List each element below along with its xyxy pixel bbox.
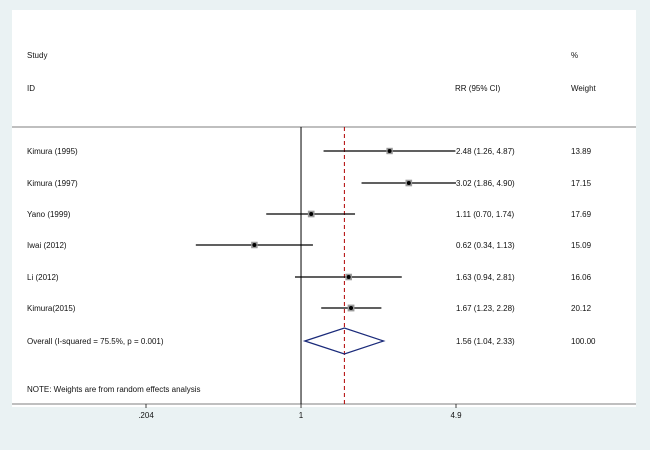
footnote: NOTE: Weights are from random effects an… <box>27 385 201 394</box>
id-header: ID <box>27 84 35 93</box>
study-label: Yano (1999) <box>27 210 71 219</box>
effect-header: RR (95% CI) <box>455 84 501 93</box>
ci-text: 1.11 (0.70, 1.74) <box>456 210 514 219</box>
study-label: Li (2012) <box>27 273 59 282</box>
weight-text: 15.09 <box>571 241 592 250</box>
percent-header: % <box>571 51 579 60</box>
x-tick-label: .204 <box>138 411 154 420</box>
x-tick-label: 1 <box>299 411 304 420</box>
ci-text: 0.62 (0.34, 1.13) <box>456 241 515 250</box>
study-label: Iwai (2012) <box>27 241 67 250</box>
overall-weight-text: 100.00 <box>571 337 596 346</box>
overall-ci-text: 1.56 (1.04, 2.33) <box>456 337 515 346</box>
study-label: Kimura(2015) <box>27 304 76 313</box>
weight-text: 16.06 <box>571 273 592 282</box>
weight-header: Weight <box>571 84 596 93</box>
ci-text: 3.02 (1.86, 4.90) <box>456 179 515 188</box>
point-estimate <box>387 149 392 153</box>
ci-text: 2.48 (1.26, 4.87) <box>456 147 515 156</box>
point-estimate <box>346 275 351 279</box>
study-label: Kimura (1995) <box>27 147 78 156</box>
weight-text: 17.69 <box>571 210 592 219</box>
weight-text: 17.15 <box>571 179 592 188</box>
point-estimate <box>349 306 354 310</box>
point-estimate <box>309 212 314 216</box>
point-estimate <box>252 243 257 247</box>
weight-text: 20.12 <box>571 304 592 313</box>
study-header: Study <box>27 51 48 60</box>
overall-label: Overall (I-squared = 75.5%, p = 0.001) <box>27 337 164 346</box>
weight-text: 13.89 <box>571 147 592 156</box>
x-tick-label: 4.9 <box>450 411 462 420</box>
ci-text: 1.67 (1.23, 2.28) <box>456 304 515 313</box>
point-estimate <box>406 181 411 185</box>
ci-text: 1.63 (0.94, 2.81) <box>456 273 515 282</box>
overall-diamond <box>302 327 386 355</box>
plot-panel <box>12 10 636 407</box>
study-label: Kimura (1997) <box>27 179 78 188</box>
